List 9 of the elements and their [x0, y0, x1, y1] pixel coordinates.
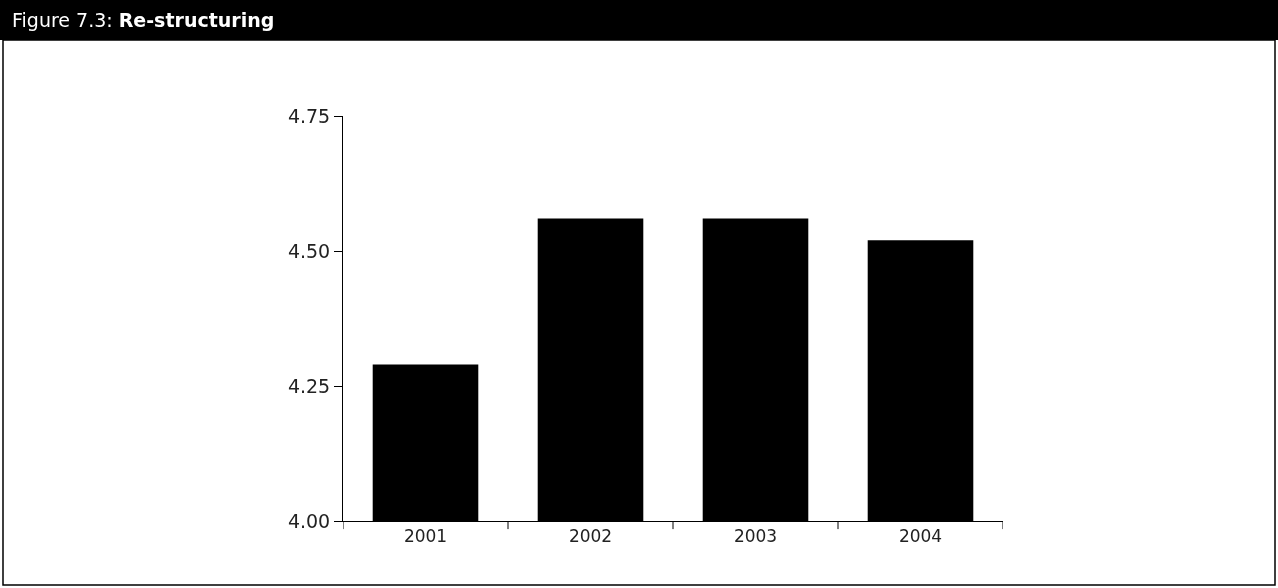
x-tick-label: 2001 [403, 526, 448, 547]
y-tick-label: 4.75 [287, 104, 331, 127]
y-tick-label: 4.50 [287, 239, 331, 262]
x-tick-label: 2003 [733, 526, 778, 547]
y-tick-label: 4.25 [287, 374, 331, 397]
x-tick-label: 2002 [568, 526, 613, 547]
x-tick-label: 2004 [898, 526, 943, 547]
y-tick-label: 4.00 [287, 509, 331, 532]
text: Figure 7.3: Re-structuring [12, 9, 275, 31]
